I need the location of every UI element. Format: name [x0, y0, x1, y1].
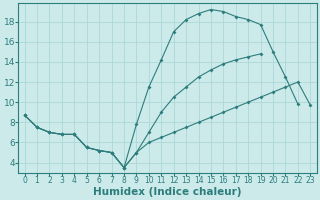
X-axis label: Humidex (Indice chaleur): Humidex (Indice chaleur): [93, 187, 242, 197]
